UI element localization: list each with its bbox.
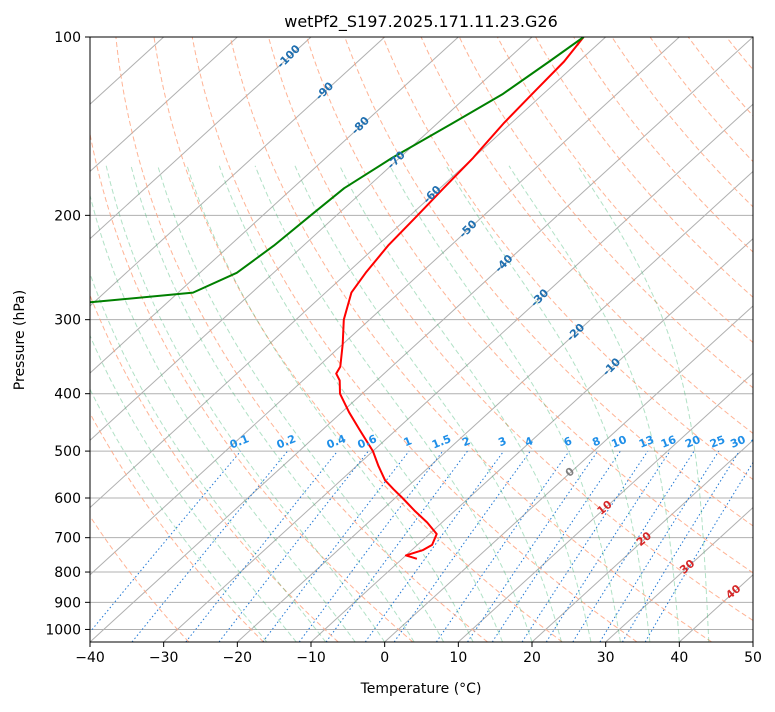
dry-adiabat-label: -100 — [274, 42, 303, 71]
x-tick-label: −30 — [149, 650, 179, 666]
y-tick-label: 600 — [54, 491, 81, 507]
dry-adiabat — [345, 37, 775, 642]
y-tick-label: 1000 — [45, 622, 81, 638]
x-tick-label: 50 — [744, 650, 762, 666]
mixing-ratio-line — [365, 451, 503, 642]
y-tick-label: 100 — [54, 30, 81, 46]
mixing-ratio-line — [219, 451, 368, 642]
mixing-ratio-label: 0.2 — [275, 432, 298, 451]
mixing-ratio-line — [573, 451, 694, 642]
dry-adiabat — [497, 37, 775, 642]
y-tick-label: 500 — [54, 444, 81, 460]
mixing-ratio-label: 13 — [637, 433, 656, 451]
mixing-ratio-layer — [82, 451, 760, 642]
mixing-ratio-label: 0.1 — [228, 432, 251, 451]
x-tick-label: −10 — [296, 650, 326, 666]
dry-adiabat — [612, 37, 775, 642]
x-tick-label: −40 — [75, 650, 105, 666]
y-tick-label: 300 — [54, 313, 81, 329]
dewpoint-trace — [0, 37, 584, 555]
isotherm — [0, 37, 532, 642]
moist-adiabat-layer — [21, 166, 709, 642]
moist-adiabat — [61, 166, 325, 642]
y-tick-label: 800 — [54, 565, 81, 581]
y-tick-label: 700 — [54, 531, 81, 547]
dry-adiabat — [765, 37, 775, 642]
mixing-ratio-line — [299, 451, 443, 642]
mixing-ratio-label: 36 — [749, 433, 768, 451]
dry-adiabat — [688, 37, 775, 642]
isotherm — [0, 37, 606, 642]
mixing-ratio-label: 2 — [460, 434, 472, 449]
isotherm — [0, 37, 385, 642]
mixing-ratio-label: 3 — [496, 434, 508, 449]
dry-adiabat — [0, 37, 189, 642]
moist-adiabat — [106, 166, 385, 642]
mixing-ratio-line — [546, 451, 670, 642]
profile-layer — [0, 37, 584, 559]
x-tick-label: 20 — [523, 650, 541, 666]
dry-adiabat — [1, 37, 263, 642]
isotherm — [0, 37, 311, 642]
mixing-ratio-label: 20 — [683, 433, 702, 451]
y-tick-label: 200 — [54, 208, 81, 224]
y-tick-label: 900 — [54, 595, 81, 611]
x-axis-label: Temperature (°C) — [360, 681, 482, 697]
isotherm — [753, 37, 775, 642]
moist-adiabat — [446, 166, 650, 642]
mixing-ratio-label: 8 — [590, 434, 602, 449]
isotherm — [0, 37, 458, 642]
mixing-ratio-line — [436, 451, 569, 642]
y-axis-label: Pressure (hPa) — [12, 290, 28, 390]
moist-adiabat — [187, 166, 473, 642]
isotherm — [0, 37, 237, 642]
dry-adiabat — [230, 37, 711, 642]
y-tick-label: 400 — [54, 387, 81, 403]
moist-adiabat — [131, 166, 414, 642]
mixing-ratio-label: 16 — [659, 433, 678, 451]
mixing-ratio-label: 25 — [708, 433, 727, 451]
mixing-ratio-line — [82, 451, 241, 642]
moist-adiabat — [255, 166, 532, 642]
mixing-ratio-line — [600, 451, 719, 642]
mixing-ratio-line — [468, 451, 598, 642]
dry-adiabat — [574, 37, 775, 642]
mixing-ratio-label: 0.4 — [325, 432, 348, 451]
dry-adiabat — [726, 37, 775, 642]
dry-adiabat — [650, 37, 775, 642]
x-tick-label: 0 — [380, 650, 389, 666]
x-tick-label: −20 — [223, 650, 253, 666]
dry-adiabat — [269, 37, 775, 642]
mixing-ratio-label: 1 — [402, 434, 414, 449]
mixing-ratio-label: 6 — [562, 434, 574, 449]
x-tick-label: 40 — [670, 650, 688, 666]
chart-title: wetPf2_S197.2025.171.11.23.G26 — [284, 12, 558, 32]
x-tick-label: 30 — [597, 650, 615, 666]
x-tick-label: 10 — [449, 650, 467, 666]
mixing-ratio-label: 10 — [610, 433, 629, 451]
mixing-ratio-line — [263, 451, 409, 642]
mixing-ratio-line — [132, 451, 288, 642]
isotherm — [164, 37, 775, 642]
